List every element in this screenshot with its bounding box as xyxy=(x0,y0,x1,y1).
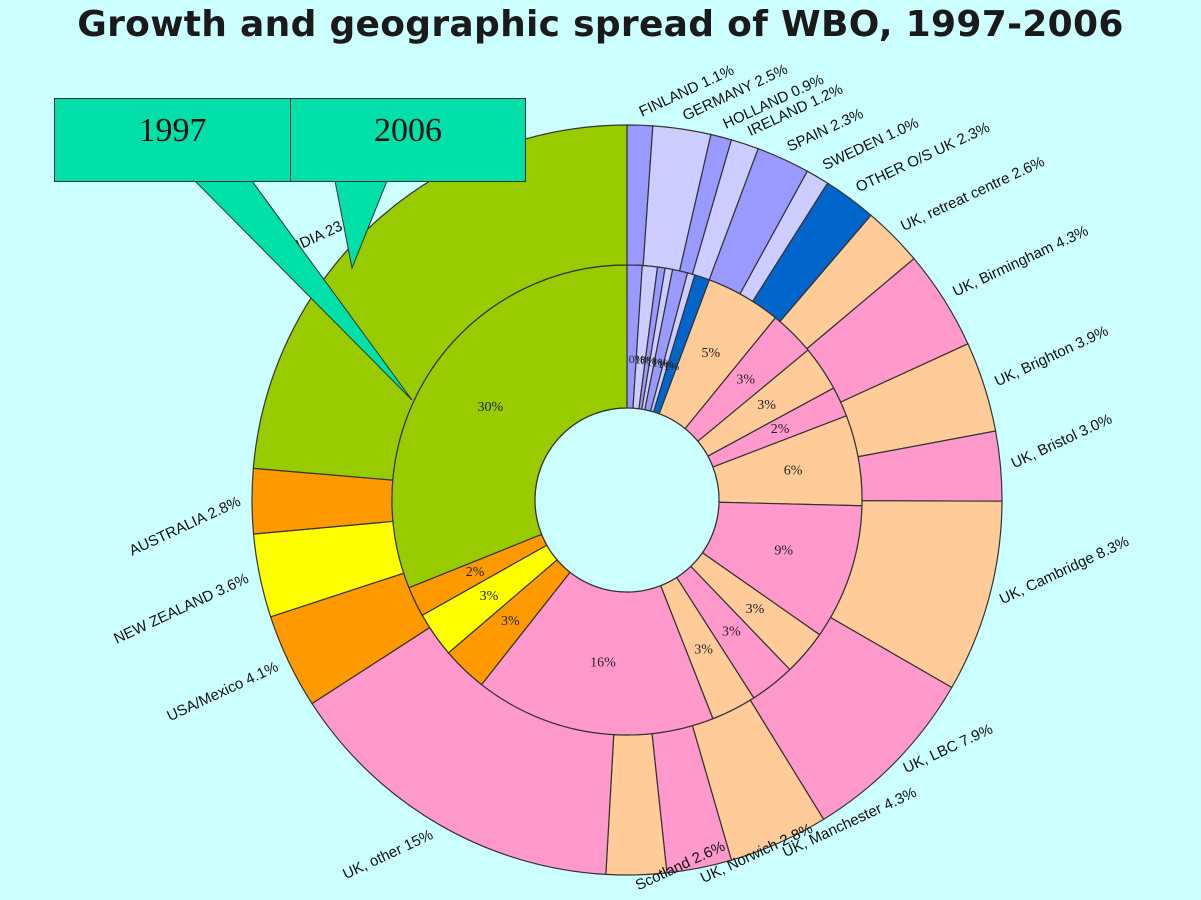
inner-ring-1997 xyxy=(391,264,863,736)
page-title: Growth and geographic spread of WBO, 199… xyxy=(77,4,1124,45)
donut-hole xyxy=(534,407,720,593)
inner-tiny-label-1: 0% xyxy=(629,352,645,366)
inner-label-19: 3% xyxy=(480,589,499,604)
inner-labels: 5%3%3%2%6%9%3%3%3%16%3%3%2%30%0%1%0%1%1%… xyxy=(466,346,803,670)
inner-tiny-label-6: 1% xyxy=(658,357,674,371)
inner-label-11: 2% xyxy=(771,422,790,437)
callout-label-1997: 1997 xyxy=(138,112,207,149)
outer-ring-2006 xyxy=(251,124,1003,876)
callout-label-2006: 2006 xyxy=(374,112,442,149)
inner-tiny-label-2: 1% xyxy=(635,353,651,367)
inner-tiny-label-5: 1% xyxy=(652,356,668,370)
inner-tiny-label-4: 1% xyxy=(646,354,662,368)
inner-label-13: 9% xyxy=(774,544,793,559)
outer-label-uk-bristol-3-0: UK, Bristol 3.0% xyxy=(1009,411,1115,473)
callout-box-2006: 2006 xyxy=(290,98,526,182)
outer-label-uk-brighton-3-9: UK, Brighton 3.9% xyxy=(992,323,1111,391)
outer-label-uk-cambridge-8-3: UK, Cambridge 8.3% xyxy=(997,533,1132,608)
inner-tiny-label-3: 0% xyxy=(640,353,656,367)
inner-label-9: 3% xyxy=(736,373,755,388)
outer-label-usa-mexico-4-1: USA/Mexico 4.1% xyxy=(164,658,281,724)
inner-label-10: 3% xyxy=(757,398,776,413)
inner-label-15: 3% xyxy=(722,625,741,640)
callout-box-1997: 1997 xyxy=(54,98,291,182)
outer-label-uk-other-15: UK, other 15% xyxy=(340,826,436,883)
inner-label-21: 30% xyxy=(477,400,503,415)
outer-label-uk-birmingham-4-3: UK, Birmingham 4.3% xyxy=(950,222,1091,300)
inner-label-14: 3% xyxy=(746,602,765,617)
inner-label-16: 3% xyxy=(694,642,713,657)
inner-label-12: 6% xyxy=(784,464,803,479)
outer-label-new-zealand-3-6: NEW ZEALAND 3.6% xyxy=(111,570,251,647)
inner-tiny-label-7: 1% xyxy=(663,359,679,373)
inner-label-17: 16% xyxy=(590,655,616,670)
inner-label-18: 3% xyxy=(501,614,520,629)
inner-label-20: 2% xyxy=(466,565,485,580)
outer-label-australia-2-8: AUSTRALIA 2.8% xyxy=(127,493,244,559)
inner-label-8: 5% xyxy=(702,346,721,361)
